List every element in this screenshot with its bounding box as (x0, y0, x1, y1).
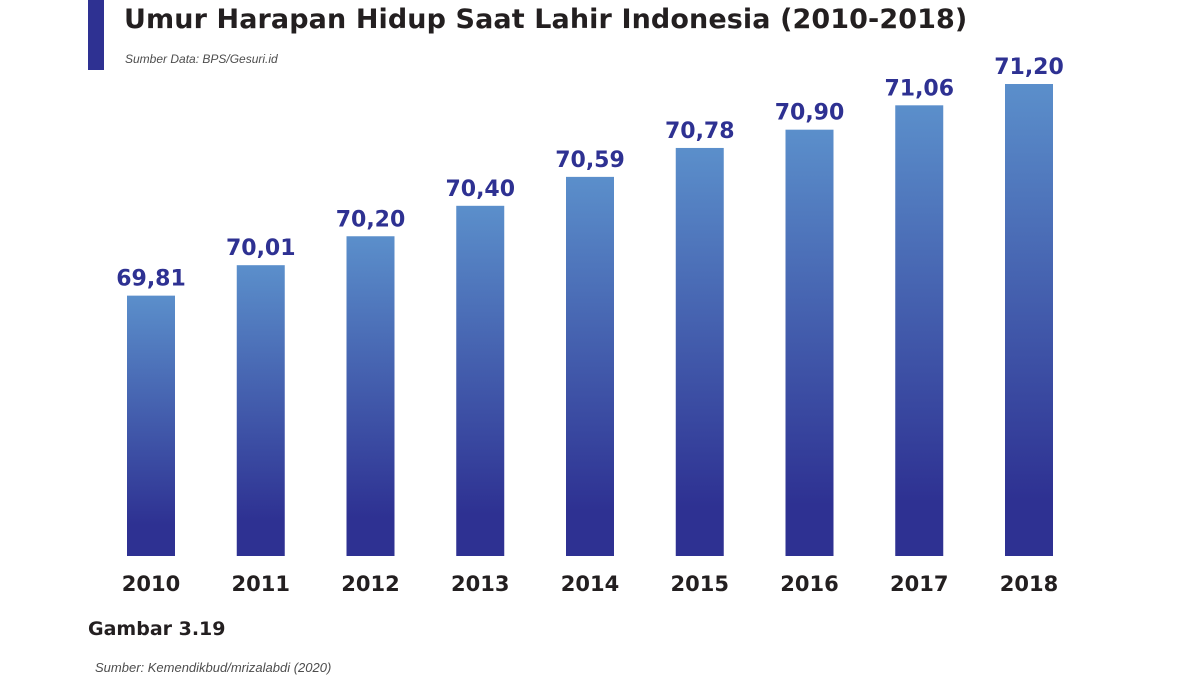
value-label-2015: 70,78 (665, 119, 735, 144)
value-label-2011: 70,01 (226, 236, 296, 261)
x-tick-label-2018: 2018 (1000, 572, 1058, 596)
bar-2014 (566, 176, 614, 556)
bar-2010 (127, 295, 175, 556)
value-label-2013: 70,40 (445, 177, 515, 202)
bar-2017 (895, 105, 944, 556)
title-accent-bar (88, 0, 104, 70)
value-label-2017: 71,06 (884, 76, 954, 101)
x-tick-label-2013: 2013 (451, 572, 509, 596)
value-label-2018: 71,20 (994, 55, 1064, 80)
bar-2012 (346, 236, 395, 557)
x-tick-label-2010: 2010 (122, 572, 180, 596)
value-label-2010: 69,81 (116, 267, 186, 292)
value-label-2012: 70,20 (336, 207, 406, 232)
chart-subtitle: Sumber Data: BPS/Gesuri.id (125, 52, 278, 66)
x-tick-label-2011: 2011 (232, 572, 290, 596)
x-tick-label-2016: 2016 (780, 572, 838, 596)
value-label-2014: 70,59 (555, 148, 625, 173)
value-label-2016: 70,90 (775, 101, 845, 126)
bars-group: 69,81 2010 70,01 2011 70,20 2012 70,40 2013 70,5… (116, 55, 1064, 596)
x-tick-label-2014: 2014 (561, 572, 619, 596)
bar-2013 (456, 205, 505, 556)
x-tick-label-2015: 2015 (671, 572, 729, 596)
bar-2015 (675, 147, 724, 557)
chart-title: Umur Harapan Hidup Saat Lahir Indonesia … (124, 4, 968, 35)
x-tick-label-2017: 2017 (890, 572, 948, 596)
figure-caption: Gambar 3.19 (88, 618, 226, 640)
bar-2016 (785, 129, 834, 556)
figure-source: Sumber: Kemendikbud/mrizalabdi (2020) (95, 660, 332, 675)
bar-2018 (1005, 84, 1053, 556)
x-tick-label-2012: 2012 (341, 572, 399, 596)
bar-2011 (236, 265, 285, 556)
